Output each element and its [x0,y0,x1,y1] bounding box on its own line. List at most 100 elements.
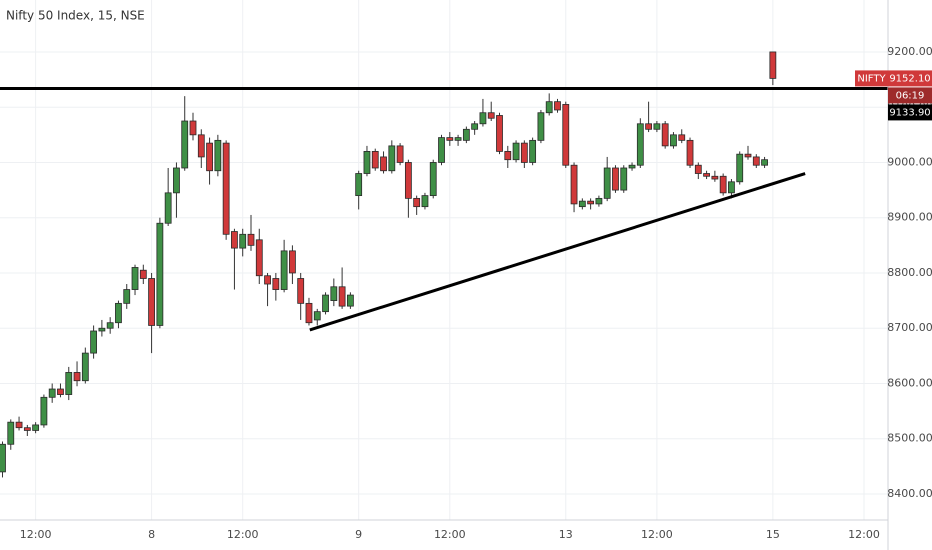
y-tick-label: 8900.00 [887,211,932,224]
candle-body [330,286,338,302]
candle-body [40,396,48,426]
candle-body [115,302,122,324]
candle-body [231,231,238,249]
candle-body [297,278,305,304]
grid [0,0,888,520]
candle-body [173,167,180,194]
y-tick-label: 8700.00 [887,321,932,334]
candle-body [48,388,56,398]
candle-body [197,134,205,158]
candle-body [15,421,23,429]
candle-body [65,372,73,395]
candle-body [761,159,768,166]
x-tick-label: 12:00 [848,528,880,541]
countdown-tag [888,87,932,104]
candle-body [222,142,230,235]
candle-body [380,156,387,172]
candle-body [429,162,437,197]
candle-body [371,151,379,169]
candle-body [603,167,611,199]
candle-body [736,153,744,183]
candle-body [280,250,288,290]
candle-body [744,153,752,158]
candle-body [106,322,114,329]
candle-body [322,294,329,313]
candle-body [7,421,15,445]
last-price-tag [888,70,932,87]
candle-body [554,101,561,111]
trend-line [309,172,806,332]
candle-body [661,123,669,147]
candle-body [363,151,371,174]
candle-body [545,101,553,114]
candle-body [189,120,197,136]
symbol-label: NIFTY [857,73,886,84]
candle-body [206,142,213,172]
candle-body [181,120,189,169]
candle-body [156,222,164,326]
x-tick-label: 12:00 [227,528,259,541]
candle-body [570,164,578,205]
candle-body [23,427,31,431]
candle-body [678,134,686,141]
candle-body [272,278,280,290]
candle-body [388,145,396,172]
candle-body [346,294,354,307]
plot [0,51,888,478]
candle-body [313,311,321,321]
candle-body [769,51,777,79]
candle-body [81,352,89,382]
last-price-label: 9152.10 [889,73,930,84]
candle-body [487,112,495,119]
candle-body [645,123,653,130]
x-tick-label: 13 [559,528,573,541]
candle-body [255,239,263,277]
y-tick-label: 8600.00 [887,376,932,389]
candle-body [446,137,454,141]
y-tick-label: 8400.00 [887,487,932,500]
candle-body [587,200,595,205]
candle-body [247,233,255,246]
candle-body [479,112,487,125]
x-tick-label: 8 [148,528,155,541]
x-tick-label: 12:00 [434,528,466,541]
candle-body [620,167,628,191]
candle-body [636,123,644,166]
candle-body [57,388,64,395]
candle-body [504,151,512,161]
candle-body [164,192,172,224]
candle-body [264,275,271,285]
candle-body [139,269,147,279]
candle-body [413,197,421,208]
x-tick-label: 12:00 [20,528,52,541]
countdown-label: 06:19 [896,90,925,101]
candle-body [73,372,81,382]
candle-body [728,181,735,194]
candle-body [686,139,694,166]
candle-body [612,167,619,191]
hline-label: 9133.90 [889,107,930,118]
candle-body [214,139,222,172]
hline-tag [888,104,932,121]
candle-body [131,267,139,290]
candle-body [578,200,586,208]
y-tick-label: 9000.00 [887,155,932,168]
candle-body [694,164,702,174]
candle-body [338,286,346,307]
candle-body [496,115,503,152]
candle-body [520,142,528,163]
candle-body [471,123,479,130]
x-tick-label: 12:00 [641,528,673,541]
candle-body [512,142,520,161]
axes: 8400.00 8500.00 8600.00 8700.00 8800.00 8900.… [20,45,932,541]
candle-body [703,173,710,177]
candle-body [239,233,247,249]
candle-body [454,137,462,141]
candle-body [628,164,636,169]
candle-body [438,137,445,163]
chart-title: Nifty 50 Index, 15, NSE [6,9,145,23]
x-tick-label: 9 [355,528,362,541]
candle-body [562,104,570,166]
candle-body [711,175,719,180]
